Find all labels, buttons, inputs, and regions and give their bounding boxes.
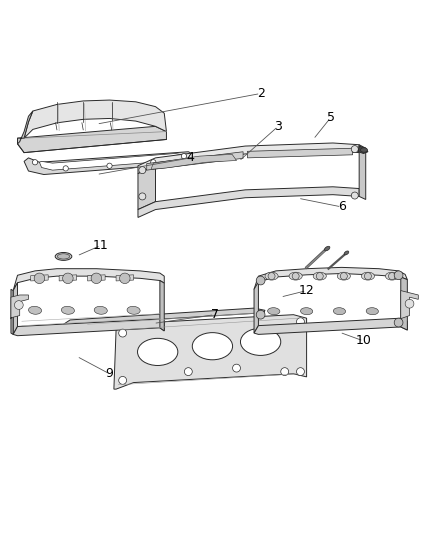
Circle shape bbox=[297, 368, 304, 376]
Ellipse shape bbox=[127, 306, 140, 314]
Circle shape bbox=[120, 273, 130, 284]
Ellipse shape bbox=[268, 308, 280, 314]
Polygon shape bbox=[160, 280, 164, 331]
Text: 5: 5 bbox=[327, 111, 335, 124]
Circle shape bbox=[63, 166, 68, 171]
Polygon shape bbox=[138, 187, 359, 217]
Circle shape bbox=[91, 273, 102, 284]
Text: 6: 6 bbox=[338, 200, 346, 213]
Circle shape bbox=[139, 167, 146, 174]
Circle shape bbox=[351, 146, 358, 152]
Circle shape bbox=[32, 159, 38, 165]
Polygon shape bbox=[31, 275, 48, 281]
Circle shape bbox=[256, 310, 265, 319]
Circle shape bbox=[139, 193, 146, 200]
Text: 7: 7 bbox=[211, 308, 219, 321]
Ellipse shape bbox=[28, 306, 42, 314]
Text: 9: 9 bbox=[106, 367, 113, 381]
Circle shape bbox=[351, 192, 358, 199]
Circle shape bbox=[281, 368, 289, 376]
Ellipse shape bbox=[366, 308, 378, 314]
Text: 12: 12 bbox=[299, 284, 314, 297]
Text: 2: 2 bbox=[257, 87, 265, 100]
Polygon shape bbox=[358, 146, 368, 154]
Polygon shape bbox=[151, 155, 237, 169]
Ellipse shape bbox=[289, 272, 302, 280]
Ellipse shape bbox=[138, 338, 178, 366]
Text: 3: 3 bbox=[274, 120, 282, 133]
Polygon shape bbox=[359, 145, 366, 199]
Circle shape bbox=[394, 271, 403, 280]
Polygon shape bbox=[138, 143, 359, 174]
Ellipse shape bbox=[385, 272, 399, 280]
Ellipse shape bbox=[360, 148, 367, 152]
Circle shape bbox=[151, 159, 156, 165]
Circle shape bbox=[233, 364, 240, 372]
Polygon shape bbox=[13, 269, 164, 290]
Polygon shape bbox=[39, 154, 182, 170]
Text: 11: 11 bbox=[93, 239, 109, 252]
Polygon shape bbox=[11, 289, 13, 334]
Polygon shape bbox=[59, 275, 77, 281]
Circle shape bbox=[119, 329, 127, 337]
Polygon shape bbox=[11, 295, 28, 319]
Ellipse shape bbox=[265, 272, 278, 280]
Ellipse shape bbox=[55, 253, 72, 260]
Ellipse shape bbox=[313, 272, 326, 280]
Text: 4: 4 bbox=[187, 151, 194, 164]
Circle shape bbox=[256, 276, 265, 285]
Ellipse shape bbox=[300, 308, 313, 314]
Polygon shape bbox=[116, 275, 134, 281]
Ellipse shape bbox=[325, 246, 330, 251]
Polygon shape bbox=[401, 290, 418, 319]
Circle shape bbox=[364, 273, 371, 280]
Circle shape bbox=[316, 273, 323, 280]
Polygon shape bbox=[18, 111, 33, 144]
Circle shape bbox=[389, 273, 396, 280]
Ellipse shape bbox=[57, 254, 70, 259]
Text: 10: 10 bbox=[356, 335, 371, 348]
Circle shape bbox=[119, 376, 127, 384]
Circle shape bbox=[292, 273, 299, 280]
Ellipse shape bbox=[361, 272, 374, 280]
Ellipse shape bbox=[61, 306, 74, 314]
Circle shape bbox=[297, 318, 304, 326]
Ellipse shape bbox=[337, 272, 350, 280]
Circle shape bbox=[14, 301, 23, 310]
Ellipse shape bbox=[192, 333, 233, 360]
Circle shape bbox=[268, 273, 275, 280]
Polygon shape bbox=[254, 318, 407, 334]
Polygon shape bbox=[88, 275, 105, 281]
Circle shape bbox=[184, 368, 192, 376]
Ellipse shape bbox=[94, 306, 107, 314]
Polygon shape bbox=[13, 282, 18, 334]
Polygon shape bbox=[254, 268, 407, 289]
Circle shape bbox=[107, 163, 112, 168]
Circle shape bbox=[340, 273, 347, 280]
Polygon shape bbox=[138, 166, 155, 209]
Circle shape bbox=[34, 273, 45, 284]
Circle shape bbox=[405, 300, 414, 308]
Circle shape bbox=[394, 318, 403, 327]
Ellipse shape bbox=[240, 328, 281, 356]
Circle shape bbox=[181, 154, 187, 159]
Polygon shape bbox=[247, 148, 353, 158]
Polygon shape bbox=[18, 126, 166, 152]
Polygon shape bbox=[64, 308, 265, 329]
Polygon shape bbox=[254, 282, 258, 333]
Polygon shape bbox=[24, 152, 193, 174]
Polygon shape bbox=[114, 314, 307, 389]
Circle shape bbox=[63, 273, 73, 284]
Polygon shape bbox=[401, 277, 407, 330]
Polygon shape bbox=[147, 152, 243, 170]
Polygon shape bbox=[13, 319, 164, 336]
Ellipse shape bbox=[344, 251, 349, 255]
Ellipse shape bbox=[333, 308, 346, 314]
Polygon shape bbox=[24, 100, 166, 138]
